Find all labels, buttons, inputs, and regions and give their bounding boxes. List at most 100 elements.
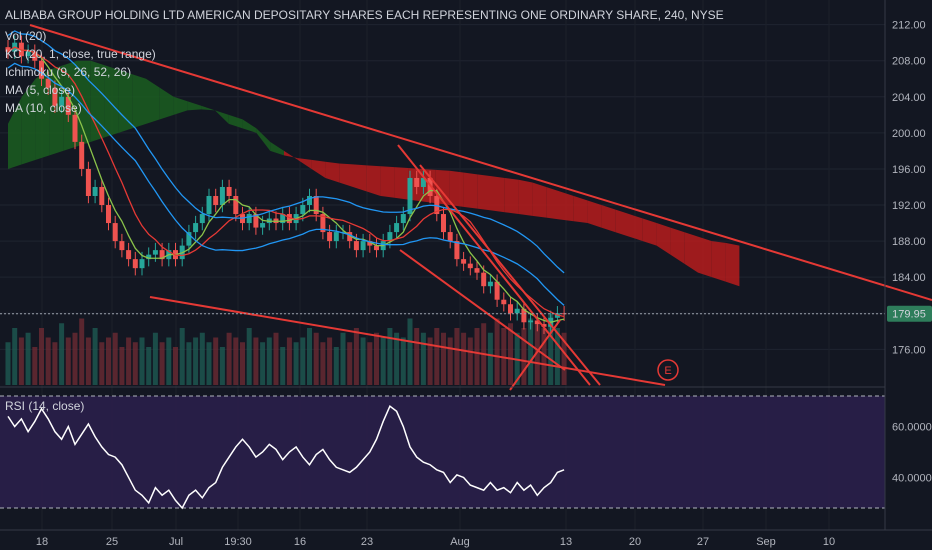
- volume-bar: [280, 347, 286, 385]
- candle-body: [199, 214, 205, 224]
- volume-bar: [126, 337, 132, 385]
- volume-bar: [420, 332, 426, 385]
- candle-body: [45, 78, 51, 88]
- volume-bar: [286, 337, 292, 385]
- candle-body: [246, 214, 252, 224]
- indicator-vol[interactable]: Vol (20): [5, 29, 46, 43]
- cloud-segment: [380, 166, 395, 198]
- event-marker-label: E: [664, 365, 671, 377]
- candle-body: [146, 254, 152, 260]
- volume-bar: [427, 337, 433, 385]
- candle-body: [434, 196, 440, 215]
- cloud-segment: [477, 174, 491, 211]
- volume-bar: [25, 332, 31, 385]
- candle-body: [541, 324, 547, 327]
- chart-title[interactable]: ALIBABA GROUP HOLDING LTD AMERICAN DEPOS…: [5, 8, 724, 22]
- cloud-segment: [242, 119, 257, 133]
- cloud-segment: [615, 209, 629, 237]
- volume-bar: [166, 337, 172, 385]
- volume-bar: [487, 332, 493, 385]
- candle-body: [467, 263, 473, 269]
- volume-bar: [400, 337, 406, 385]
- volume-bar: [92, 328, 98, 385]
- volume-bar: [307, 328, 312, 385]
- volume-bar: [193, 337, 199, 385]
- volume-bar: [561, 332, 567, 385]
- indicator-ma10[interactable]: MA (10, close): [5, 101, 82, 115]
- cloud-segment: [366, 165, 381, 196]
- candle-body: [454, 241, 460, 260]
- volume-bar: [293, 342, 299, 385]
- time-tick: 18: [36, 536, 48, 548]
- candle-body: [534, 320, 540, 325]
- candle-body: [186, 232, 192, 246]
- volume-bar: [434, 328, 440, 385]
- candle-body: [99, 186, 105, 206]
- price-tick: 212.00: [892, 20, 926, 32]
- volume-bar: [327, 337, 333, 385]
- volume-bar: [52, 342, 58, 385]
- candle-body: [360, 241, 366, 251]
- cloud-segment: [77, 60, 91, 147]
- price-tick: 200.00: [892, 128, 926, 140]
- candle-body: [447, 232, 453, 242]
- volume-bar: [72, 332, 78, 385]
- cloud-segment: [684, 232, 698, 273]
- indicator-ichimoku[interactable]: Ichimoku (9, 26, 52, 26): [5, 65, 131, 79]
- cloud-segment: [353, 164, 367, 192]
- rsi-label[interactable]: RSI (14, close): [5, 399, 84, 413]
- candle-body: [286, 214, 292, 224]
- indicator-ma5[interactable]: MA (5, close): [5, 83, 75, 97]
- candle-body: [59, 96, 65, 106]
- volume-bar: [360, 337, 366, 385]
- volume-bar: [454, 328, 460, 385]
- candle-body: [501, 299, 507, 305]
- volume-bar: [333, 347, 339, 385]
- candle-body: [5, 47, 11, 52]
- volume-bar: [240, 342, 245, 385]
- cloud-segment: [325, 161, 340, 183]
- kc-upper-line: [7, 30, 565, 274]
- wedge-line-1[interactable]: [397, 144, 591, 386]
- upper-trendline[interactable]: [29, 24, 932, 301]
- candle-body: [481, 272, 487, 287]
- cloud-segment: [629, 214, 643, 242]
- volume-bar: [407, 318, 413, 385]
- cloud-segment: [394, 167, 409, 200]
- volume-bar: [45, 337, 51, 385]
- cloud-segment: [698, 236, 712, 278]
- wedge-line-2[interactable]: [419, 164, 601, 386]
- cloud-segment: [491, 176, 505, 213]
- candle-body: [528, 320, 534, 323]
- time-axis[interactable]: 18 25 Jul 19:30 16 23 Aug 13 20 27 Sep 10: [36, 536, 835, 548]
- trendlines: [29, 24, 932, 391]
- candle-body: [213, 196, 219, 206]
- wedge-line-4[interactable]: [509, 319, 561, 391]
- volume-bar: [5, 342, 11, 385]
- candle-body: [474, 268, 480, 273]
- candle-body: [367, 241, 373, 246]
- volume-bar: [353, 328, 359, 385]
- indicator-kc[interactable]: KC (20, 1, close, true range): [5, 47, 156, 61]
- event-marker[interactable]: E: [657, 359, 679, 381]
- time-tick: Jul: [169, 536, 183, 548]
- cloud-segment: [215, 110, 229, 124]
- rsi-axis[interactable]: 60.0000 40.0000: [892, 422, 932, 485]
- rsi-band: [0, 396, 885, 508]
- cloud-segment: [546, 186, 560, 220]
- volume-bar: [199, 332, 205, 385]
- volume-bar: [387, 328, 393, 385]
- volume-bar: [233, 337, 239, 385]
- candle-body: [400, 214, 406, 224]
- volume-bar: [106, 337, 111, 385]
- cloud-segment: [270, 141, 284, 156]
- cloud-segment: [670, 227, 685, 264]
- cloud-segment: [228, 114, 243, 129]
- candle-body: [521, 308, 527, 323]
- time-tick: 10: [823, 536, 835, 548]
- cloud-segment: [518, 179, 533, 216]
- volume-bar: [79, 318, 85, 385]
- volume-bar: [461, 332, 467, 385]
- candle-body: [374, 245, 379, 251]
